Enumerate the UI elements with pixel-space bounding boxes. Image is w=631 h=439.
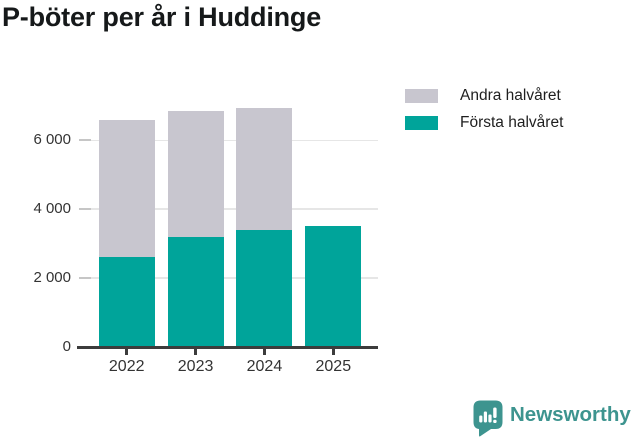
y-axis-label: 2 000	[33, 269, 71, 287]
newsworthy-logo-text: Newsworthy	[510, 403, 631, 426]
x-axis-tick	[194, 348, 197, 355]
bar-segment-2023-second-half	[167, 111, 224, 237]
y-axis-label: 0	[62, 338, 71, 355]
bar-segment-2024-second-half	[236, 107, 293, 230]
x-axis-tick	[125, 348, 128, 355]
x-axis-tick	[332, 348, 335, 355]
x-axis-label: 2025	[315, 358, 352, 375]
x-axis-label: 2023	[177, 358, 214, 375]
bar-segment-2024-first-half	[236, 229, 293, 347]
gridline	[82, 139, 378, 142]
y-axis-tick	[79, 139, 91, 142]
newsworthy-logo: Newsworthy	[473, 400, 631, 437]
legend-row: Andra halvåret	[405, 87, 563, 105]
legend: Andra halvåret Första halvåret	[405, 87, 563, 141]
legend-swatch	[405, 116, 438, 130]
x-axis-label: 2022	[108, 358, 145, 375]
legend-row: Första halvåret	[405, 114, 563, 132]
y-axis-label: 4 000	[33, 200, 71, 218]
bar-segment-2023-first-half	[167, 236, 224, 347]
bar-segment-2022-second-half	[98, 119, 155, 258]
x-axis-line	[77, 346, 378, 349]
gridline	[82, 208, 378, 210]
legend-label: Första halvåret	[460, 114, 564, 131]
bar-segment-2022-first-half	[98, 257, 155, 347]
legend-label: Andra halvåret	[460, 87, 561, 104]
legend-swatch	[405, 89, 438, 103]
newsworthy-chart-bubble-icon	[473, 400, 503, 437]
bar-segment-2025-first-half	[305, 226, 362, 347]
chart-title: P-böter per år i Huddinge	[2, 2, 322, 32]
gridline	[82, 277, 378, 279]
x-axis-label: 2024	[246, 358, 283, 375]
x-axis-tick	[263, 348, 266, 355]
y-axis-tick	[79, 277, 91, 280]
y-axis-label: 6 000	[33, 131, 71, 149]
y-axis-tick	[79, 208, 91, 211]
